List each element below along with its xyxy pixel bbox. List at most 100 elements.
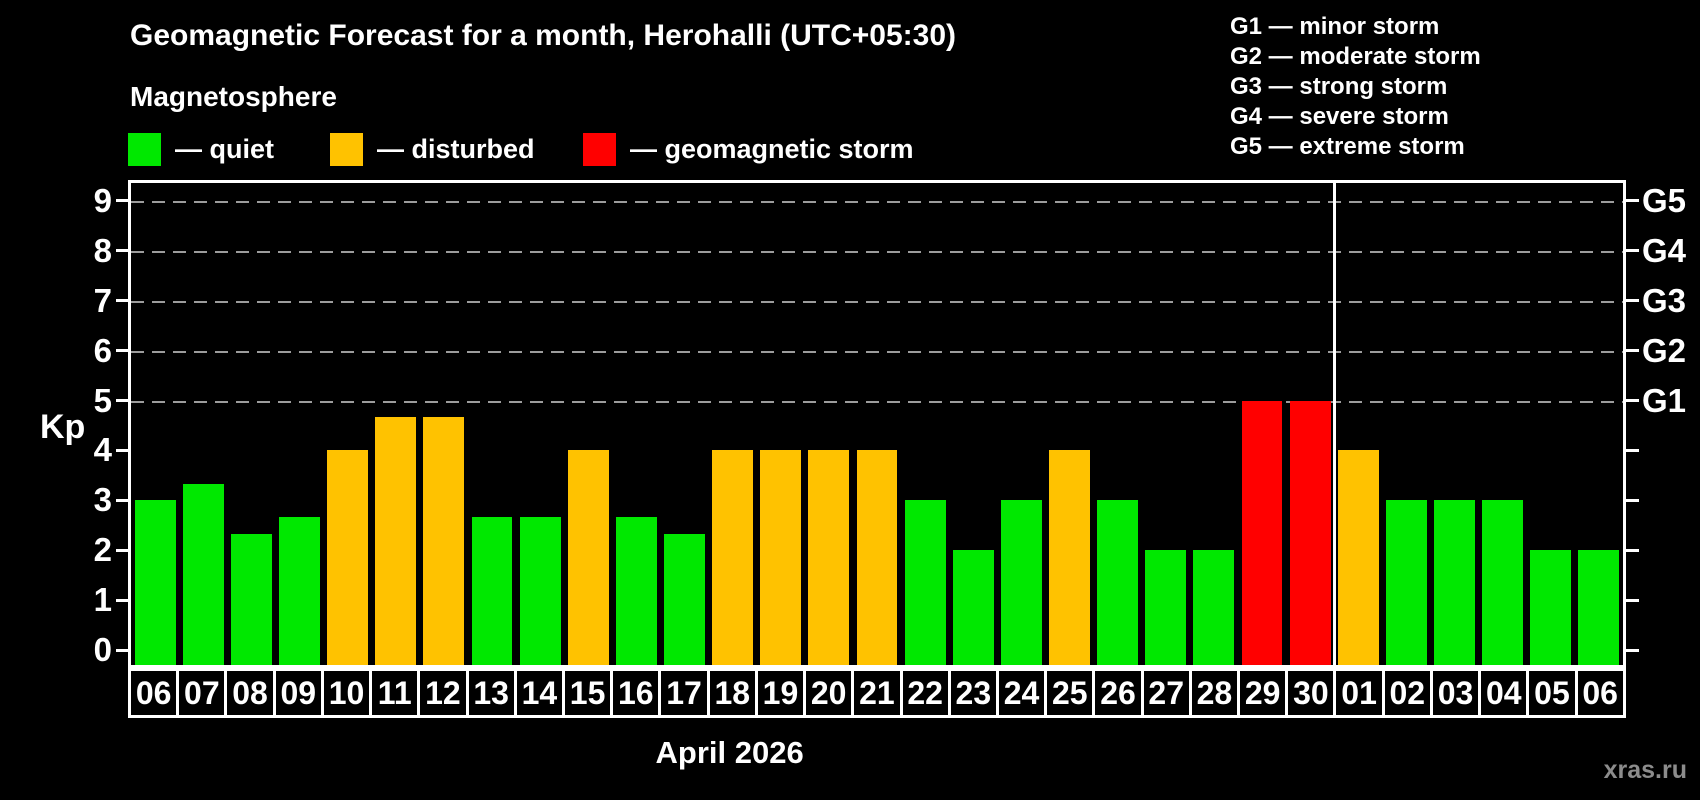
g-legend-line-2: G2 — moderate storm bbox=[1230, 43, 1481, 70]
y-tick-mark bbox=[116, 498, 129, 502]
kp-bar-14 bbox=[519, 516, 561, 665]
y-tick-label-6: 6 bbox=[93, 331, 112, 369]
kp-bar-19 bbox=[760, 450, 802, 665]
y-tick-label-7: 7 bbox=[93, 281, 112, 319]
right-tick-mark bbox=[1626, 598, 1639, 602]
kp-bar-18 bbox=[712, 450, 754, 665]
y-tick-mark bbox=[116, 399, 129, 402]
kp-bar-05 bbox=[1530, 550, 1572, 665]
month-separator bbox=[1332, 183, 1336, 665]
kp-bar-04 bbox=[1482, 500, 1524, 665]
right-tick-mark bbox=[1626, 548, 1639, 552]
right-tick-mark bbox=[1626, 399, 1639, 402]
quiet-color-swatch-icon bbox=[128, 132, 161, 166]
date-cell: 05 bbox=[1526, 668, 1578, 718]
date-cell: 30 bbox=[1285, 668, 1337, 718]
date-cell: 28 bbox=[1188, 668, 1241, 718]
kp-bar-24 bbox=[1000, 500, 1042, 665]
y-tick-label-9: 9 bbox=[93, 181, 112, 219]
y-tick-label-8: 8 bbox=[93, 231, 112, 269]
kp-bar-25 bbox=[1049, 450, 1090, 665]
g-scale-label-G3: G3 bbox=[1642, 281, 1687, 319]
watermark: xras.ru bbox=[1603, 756, 1687, 784]
kp-bar-06 bbox=[1578, 550, 1620, 665]
legend-item-disturbed: — disturbed bbox=[330, 132, 535, 166]
date-cell: 20 bbox=[803, 668, 855, 718]
date-cell: 01 bbox=[1333, 668, 1385, 718]
date-cell: 22 bbox=[899, 668, 951, 718]
month-label: April 2026 bbox=[655, 735, 804, 770]
kp-bar-23 bbox=[952, 550, 994, 665]
kp-bar-03 bbox=[1434, 500, 1475, 665]
date-cell: 04 bbox=[1478, 668, 1530, 718]
g-scale-legend: G1 — minor storm G2 — moderate storm G3 — … bbox=[1230, 12, 1481, 162]
kp-bar-07 bbox=[182, 483, 224, 665]
kp-bar-11 bbox=[375, 416, 417, 665]
kp-bar-09 bbox=[278, 516, 320, 665]
date-cell: 13 bbox=[465, 668, 517, 718]
gridline-kp-7 bbox=[131, 300, 1623, 303]
g-legend-line-1: G1 — minor storm bbox=[1230, 13, 1440, 40]
date-cell: 29 bbox=[1237, 668, 1289, 718]
y-tick-mark bbox=[116, 199, 129, 203]
date-cell: 15 bbox=[561, 668, 614, 718]
plot-area bbox=[128, 180, 1626, 668]
date-cell: 09 bbox=[272, 668, 324, 718]
y-tick-mark bbox=[116, 299, 129, 303]
y-tick-mark bbox=[116, 448, 129, 452]
kp-bar-26 bbox=[1097, 500, 1139, 665]
right-tick-mark bbox=[1626, 299, 1639, 303]
kp-bar-13 bbox=[471, 516, 513, 665]
y-axis-label: Kp bbox=[40, 408, 86, 446]
date-cell: 25 bbox=[1044, 668, 1096, 718]
kp-bar-16 bbox=[615, 516, 657, 665]
kp-bar-30 bbox=[1289, 400, 1331, 665]
kp-bar-10 bbox=[327, 450, 369, 665]
kp-bar-21 bbox=[856, 450, 898, 665]
kp-bar-29 bbox=[1241, 400, 1283, 665]
y-tick-label-1: 1 bbox=[93, 581, 112, 619]
y-tick-label-0: 0 bbox=[93, 631, 112, 668]
kp-bar-02 bbox=[1385, 500, 1427, 665]
date-cell: 12 bbox=[417, 668, 469, 718]
kp-bar-12 bbox=[423, 416, 465, 665]
y-tick-label-2: 2 bbox=[93, 531, 112, 569]
kp-bar-27 bbox=[1145, 550, 1187, 665]
date-cell: 21 bbox=[851, 668, 903, 718]
date-cell: 10 bbox=[320, 668, 373, 718]
date-cell: 16 bbox=[610, 668, 662, 718]
g-legend-line-5: G5 — extreme storm bbox=[1230, 133, 1465, 160]
legend-item-storm: — geomagnetic storm bbox=[583, 132, 914, 166]
date-cell: 03 bbox=[1429, 668, 1482, 718]
gridline-kp-8 bbox=[131, 250, 1623, 253]
kp-bar-15 bbox=[567, 450, 609, 665]
date-cell: 06 bbox=[1574, 668, 1626, 718]
storm-color-swatch-icon bbox=[583, 132, 616, 166]
g-scale-label-G4: G4 bbox=[1642, 231, 1687, 269]
right-tick-mark bbox=[1626, 249, 1639, 253]
date-cell: 23 bbox=[947, 668, 999, 718]
g-legend-line-4: G4 — severe storm bbox=[1230, 103, 1449, 130]
date-cell: 24 bbox=[995, 668, 1048, 718]
magnetosphere-label: Magnetosphere bbox=[130, 81, 337, 112]
y-tick-label-3: 3 bbox=[93, 481, 112, 519]
kp-bar-17 bbox=[664, 533, 705, 665]
g-legend-line-3: G3 — strong storm bbox=[1230, 73, 1448, 100]
kp-bar-08 bbox=[230, 533, 272, 665]
right-tick-mark bbox=[1626, 498, 1639, 502]
gridline-kp-9 bbox=[131, 200, 1623, 203]
gridline-kp-6 bbox=[131, 350, 1623, 353]
gridline-kp-5 bbox=[131, 400, 1623, 403]
legend-item-quiet: — quiet bbox=[128, 132, 274, 166]
right-tick-mark bbox=[1626, 199, 1639, 203]
legend-label-quiet: — quiet bbox=[175, 133, 274, 164]
date-cell: 19 bbox=[754, 668, 807, 718]
y-tick-mark bbox=[116, 598, 129, 602]
chart-title: Geomagnetic Forecast for a month, Heroha… bbox=[130, 19, 957, 52]
g-scale-label-G1: G1 bbox=[1642, 381, 1687, 419]
y-tick-mark bbox=[116, 349, 129, 353]
y-tick-mark bbox=[116, 548, 129, 552]
date-cell: 26 bbox=[1092, 668, 1144, 718]
g-scale-label-G5: G5 bbox=[1642, 181, 1687, 219]
